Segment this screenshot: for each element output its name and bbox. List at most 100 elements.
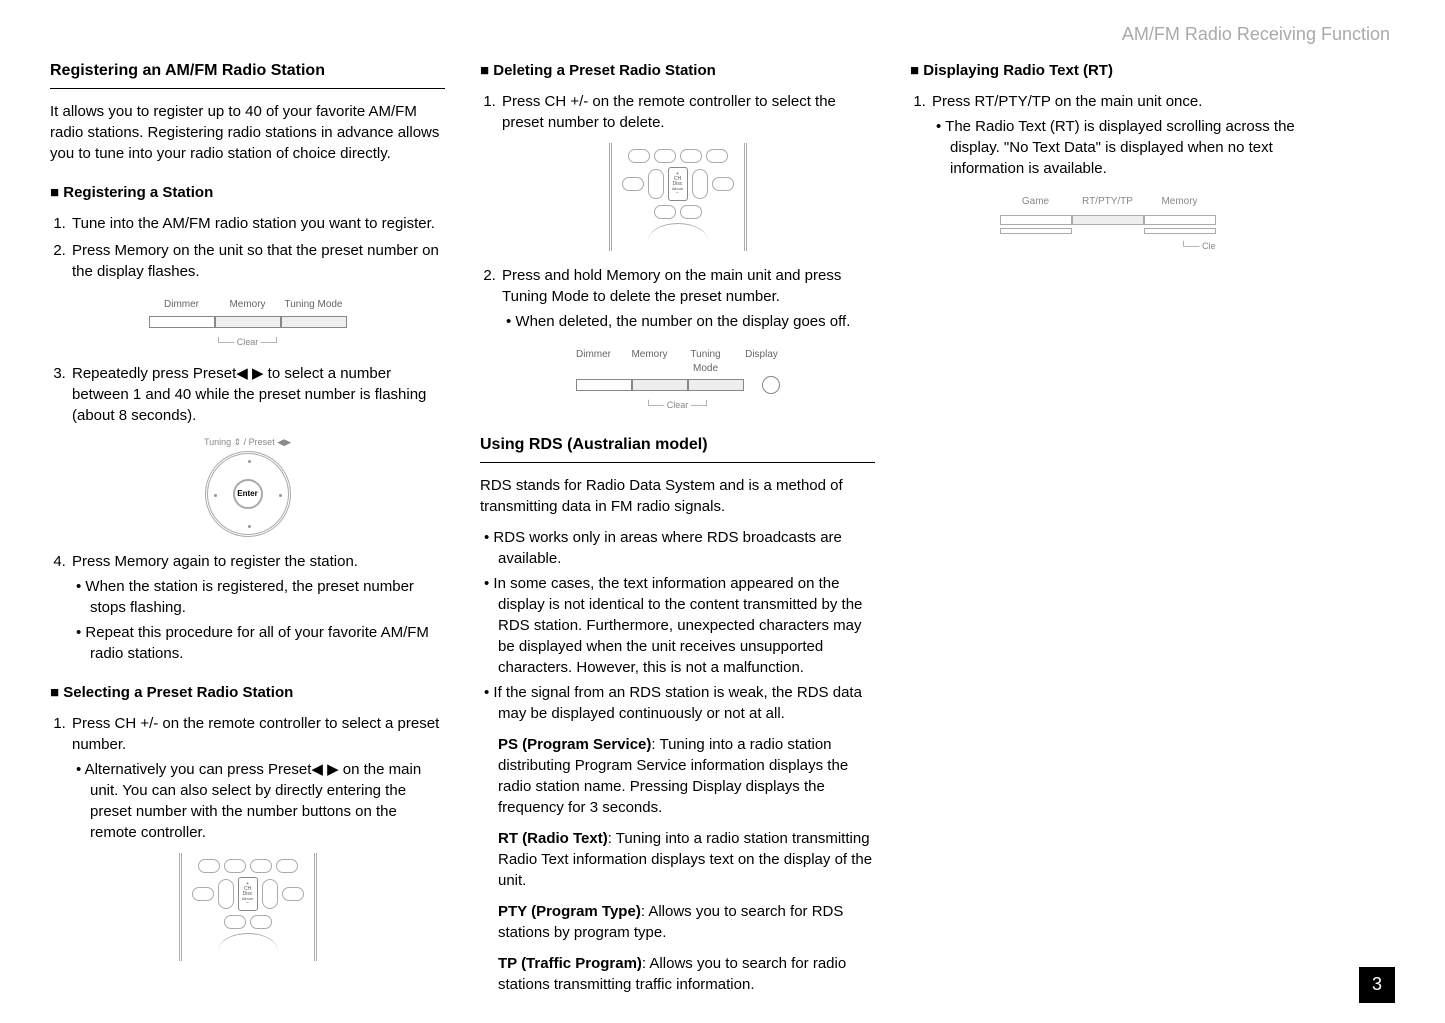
reg-step-4-bullet2: Repeat this procedure for all of your fa… [90,622,445,664]
diagram-remote-2: + CH Disc Album − [480,143,875,251]
def-ps-bold: PS (Program Service) [498,736,651,753]
clear-label: └── Clear ──┘ [50,336,445,349]
remote-arc [648,223,708,241]
diagram-rt-buttons: Game RT/PTY/TP Memory └── Cle [910,189,1305,255]
registering-steps: Tune into the AM/FM radio station you wa… [50,213,445,282]
btn-rect [576,379,632,391]
btn-label-memory: Memory [622,348,678,376]
cle-label: └── Cle [1000,240,1216,253]
btn-label-tuningmode: Tuning Mode [678,348,734,376]
btn-label-dimmer: Dimmer [149,298,215,312]
subheading-selecting: Selecting a Preset Radio Station [50,682,445,703]
remote-btn [276,859,298,873]
remote-tall-btn [648,169,664,199]
btn-rect-lower [1144,228,1216,234]
remote-btn [282,887,304,901]
rds-intro: RDS stands for Radio Data System and is … [480,475,875,517]
rt-step-1: Press RT/PTY/TP on the main unit once. T… [930,91,1305,179]
btn-rect [149,316,215,328]
btn-rect [1000,215,1072,225]
def-rt-bold: RT (Radio Text) [498,830,608,847]
btn-label-display: Display [734,348,790,376]
rds-bullet-1: RDS works only in areas where RDS broadc… [498,527,875,569]
btn-label-game: Game [1000,195,1072,209]
sel-step-1-bullet1: Alternatively you can press Preset◀ ▶ on… [90,759,445,843]
knob-outer: Enter [205,451,291,537]
subheading-deleting: Deleting a Preset Radio Station [480,60,875,81]
ch-button: + CH Disc Album − [668,167,688,201]
ch-button: + CH Disc Album − [238,877,258,911]
sel-step-1: Press CH +/- on the remote controller to… [70,713,445,843]
remote-btn [224,859,246,873]
clear-label: └── Clear ──┘ [480,399,875,412]
btn-label-dimmer: Dimmer [566,348,622,376]
display-circle-icon [762,376,780,394]
rt-steps: Press RT/PTY/TP on the main unit once. T… [910,91,1305,179]
heading-registering: Registering an AM/FM Radio Station [50,60,445,89]
remote-btn [712,177,734,191]
rt-step-1-bullet1: The Radio Text (RT) is displayed scrolli… [950,116,1305,179]
btn-rect [688,379,744,391]
diagram-knob: Tuning ⇕ / Preset ◀▶ Enter [50,436,445,537]
def-rt: RT (Radio Text): Tuning into a radio sta… [498,828,875,891]
content-columns: Registering an AM/FM Radio Station It al… [50,60,1395,995]
reg-step-4: Press Memory again to register the stati… [70,551,445,664]
def-pty-bold: PTY (Program Type) [498,903,641,920]
column-2: Deleting a Preset Radio Station Press CH… [480,60,875,995]
btn-rect [1144,215,1216,225]
del-step-2: Press and hold Memory on the main unit a… [500,265,875,332]
btn-rect-lower [1000,228,1072,234]
diagram-3buttons: Dimmer Memory Tuning Mode └── Clear ──┘ [50,292,445,349]
rds-bullet-3: If the signal from an RDS station is wea… [498,682,875,724]
column-3: Displaying Radio Text (RT) Press RT/PTY/… [910,60,1305,995]
remote-tall-btn [262,879,278,909]
subheading-registering-station: Registering a Station [50,182,445,203]
del-step-2-bullet1: When deleted, the number on the display … [520,311,875,332]
knob-enter: Enter [233,479,263,509]
def-ps: PS (Program Service): Tuning into a radi… [498,734,875,818]
remote-arc [218,933,278,951]
btn-label-memory: Memory [215,298,281,312]
reg-step-3: Repeatedly press Preset◀ ▶ to select a n… [70,363,445,426]
diagram-4buttons: Dimmer Memory Tuning Mode Display └── Cl… [480,342,875,412]
page-header: AM/FM Radio Receiving Function [1122,22,1390,47]
remote-btn [198,859,220,873]
remote-btn [622,177,644,191]
btn-rect [632,379,688,391]
btn-label-tuningmode: Tuning Mode [281,298,347,312]
remote-btn [628,149,650,163]
reg-step-4-text: Press Memory again to register the stati… [72,553,358,570]
remote-btn [706,149,728,163]
def-tp-bold: TP (Traffic Program) [498,955,642,972]
def-pty: PTY (Program Type): Allows you to search… [498,901,875,943]
selecting-steps: Press CH +/- on the remote controller to… [50,713,445,843]
ch-minus: − [676,191,679,196]
remote-btn [250,915,272,929]
knob-label: Tuning ⇕ / Preset ◀▶ [50,436,445,449]
btn-rect [215,316,281,328]
remote-btn [250,859,272,873]
remote-tall-btn [692,169,708,199]
remote-btn [680,149,702,163]
sel-step-1-text: Press CH +/- on the remote controller to… [72,715,439,753]
def-tp: TP (Traffic Program): Allows you to sear… [498,953,875,995]
del-step-2-text: Press and hold Memory on the main unit a… [502,267,841,305]
btn-label-rtptytp: RT/PTY/TP [1072,195,1144,209]
column-1: Registering an AM/FM Radio Station It al… [50,60,445,995]
diagram-remote-1: + CH Disc Album − [50,853,445,961]
subheading-displaying-rt: Displaying Radio Text (RT) [910,60,1305,81]
remote-btn [654,149,676,163]
reg-step-1: Tune into the AM/FM radio station you wa… [70,213,445,234]
btn-label-memory: Memory [1144,195,1216,209]
reg-step-4-bullet1: When the station is registered, the pres… [90,576,445,618]
registering-steps-cont2: Press Memory again to register the stati… [50,551,445,664]
del-step-1: Press CH +/- on the remote controller to… [500,91,875,133]
reg-step-2: Press Memory on the unit so that the pre… [70,240,445,282]
remote-btn [224,915,246,929]
deleting-steps: Press CH +/- on the remote controller to… [480,91,875,133]
heading-rds: Using RDS (Australian model) [480,434,875,463]
ch-minus: − [246,901,249,906]
btn-rect [281,316,347,328]
intro-text: It allows you to register up to 40 of yo… [50,101,445,164]
remote-btn [654,205,676,219]
